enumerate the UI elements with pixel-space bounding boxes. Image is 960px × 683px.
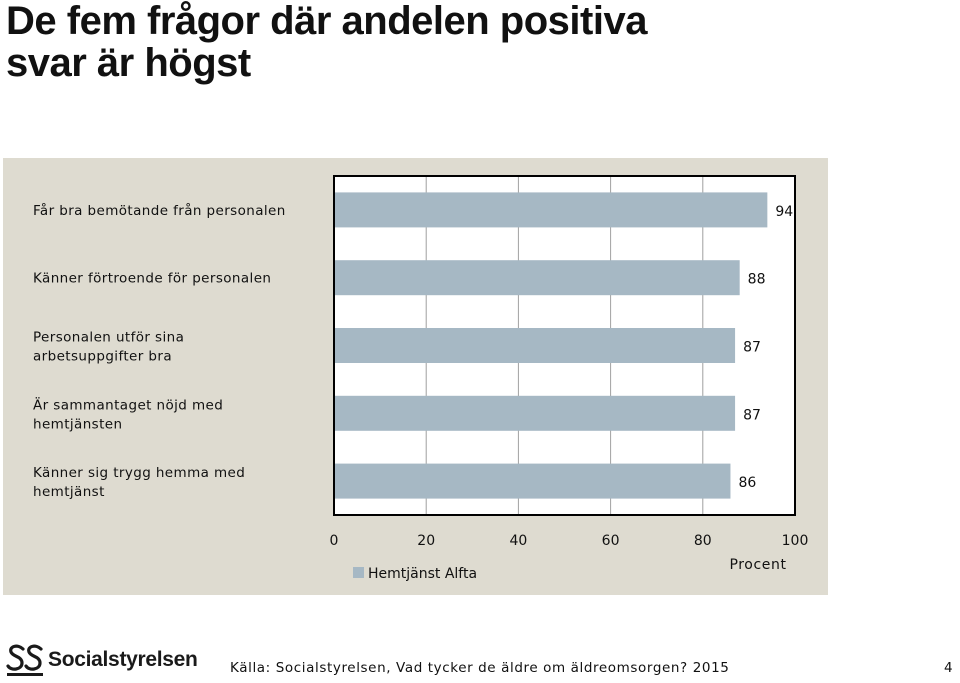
category-label-5: Känner sig trygg hemma med — [33, 465, 245, 481]
socialstyrelsen-logo-icon — [6, 644, 43, 676]
category-label-4: Är sammantaget nöjd med — [33, 395, 223, 413]
category-label-4: hemtjänsten — [33, 416, 122, 432]
x-tick-label: 100 — [782, 533, 809, 549]
logo-wordmark: Socialstyrelsen — [48, 648, 198, 671]
x-tick-label: 60 — [602, 533, 620, 549]
chart-panel: 94 Får bra bemötande från personalen 88 Kän… — [3, 158, 828, 595]
category-label-1: Får bra bemötande från personalen — [33, 202, 286, 219]
plot-border — [333, 175, 796, 516]
source-note: Källa: Socialstyrelsen, Vad tycker de äl… — [230, 660, 730, 676]
slide-title: De fem frågor där andelen positiva svar … — [6, 0, 946, 84]
slide-title-line-1: De fem frågor där andelen positiva — [6, 0, 647, 43]
x-axis-title: Procent — [729, 557, 786, 573]
legend-swatch — [353, 567, 364, 578]
data-label-2: 88 — [748, 272, 766, 288]
x-tick-label: 80 — [694, 533, 712, 549]
category-label-5: hemtjänst — [33, 484, 105, 500]
x-tick-label: 20 — [417, 533, 435, 549]
slide-title-line-2: svar är högst — [6, 41, 251, 85]
bar-5 — [335, 463, 731, 499]
legend-label: Hemtjänst Alfta — [368, 566, 477, 582]
x-tick-label: 0 — [330, 533, 339, 549]
data-label-4: 87 — [743, 407, 761, 423]
bar-2 — [335, 260, 740, 296]
category-label-3: arbetsuppgifter bra — [33, 349, 172, 365]
bar-chart: 94 Får bra bemötande från personalen 88 Kän… — [33, 175, 809, 582]
page-number: 4 — [944, 660, 953, 676]
data-label-3: 87 — [743, 340, 761, 356]
data-label-5: 86 — [738, 475, 756, 491]
bar-1 — [335, 192, 768, 228]
bar-4 — [335, 395, 736, 431]
category-label-2: Känner förtroende för personalen — [33, 271, 271, 287]
category-label-3: Personalen utför sina — [33, 330, 184, 346]
socialstyrelsen-logo: Socialstyrelsen — [6, 640, 198, 680]
data-label-1: 94 — [775, 204, 793, 220]
bar-3 — [335, 328, 736, 363]
x-tick-label: 40 — [509, 533, 527, 549]
